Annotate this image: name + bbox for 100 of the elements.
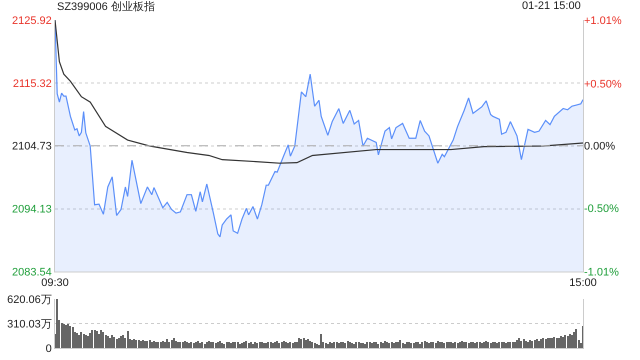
bar [516, 340, 518, 348]
bar [525, 341, 527, 348]
bar [336, 342, 338, 348]
bar [380, 342, 382, 348]
bar [221, 343, 223, 348]
bar [366, 342, 368, 348]
bar [454, 342, 456, 348]
y-tick-label: 2083.54 [12, 266, 52, 278]
bar [432, 342, 434, 348]
bar [91, 330, 93, 348]
bar [267, 342, 269, 348]
bar [314, 343, 316, 348]
bar [399, 340, 401, 348]
bar [309, 341, 311, 348]
bar [234, 342, 236, 348]
bar [215, 343, 217, 348]
bar [553, 337, 555, 348]
bar [316, 344, 318, 348]
bar [69, 326, 71, 348]
bar [270, 342, 272, 348]
bar [347, 341, 349, 348]
y-tick-label: 2094.13 [12, 204, 52, 216]
y-tick-label: 2125.92 [12, 14, 52, 27]
bar [567, 336, 569, 348]
bar [490, 343, 492, 348]
x-tick-label: 15:00 [569, 276, 597, 289]
bar [419, 344, 421, 348]
bar [237, 342, 239, 348]
bar [239, 344, 241, 348]
bar [355, 342, 357, 348]
bar [424, 341, 426, 348]
bar [353, 344, 355, 348]
bar [523, 339, 525, 348]
bar [435, 343, 437, 348]
y2-tick-label: 0.00% [584, 140, 616, 153]
bar [226, 342, 228, 348]
bar [252, 344, 254, 348]
bar [344, 343, 346, 348]
bar [116, 339, 118, 348]
bar [564, 335, 566, 348]
bar [556, 338, 558, 348]
bar [468, 343, 470, 348]
bar [80, 332, 82, 348]
bar [175, 341, 177, 348]
bar [520, 341, 522, 348]
y2-tick-label: -0.50% [584, 202, 620, 215]
bar [168, 342, 170, 348]
bar [575, 329, 577, 348]
bar [149, 340, 151, 348]
bar [138, 340, 140, 348]
bar [223, 344, 225, 348]
bar [358, 342, 360, 348]
bar [542, 338, 544, 348]
bar [531, 341, 533, 348]
y-tick-label: 2104.73 [12, 140, 52, 153]
bar [545, 339, 547, 348]
bar [298, 338, 300, 348]
chart-title: SZ399006 创业板指 [57, 0, 155, 13]
y-tick-label: 2115.32 [12, 78, 52, 90]
bar [509, 342, 511, 348]
bar [190, 342, 192, 348]
bar [179, 342, 181, 348]
bar [281, 342, 283, 348]
bar [512, 342, 514, 348]
bar [446, 342, 448, 348]
bar [135, 340, 137, 348]
bar [248, 343, 250, 348]
bar [146, 341, 148, 348]
bar [303, 338, 305, 348]
bar [113, 337, 115, 348]
bar [333, 342, 335, 348]
bar [204, 344, 206, 348]
bar [421, 342, 423, 348]
bar [56, 299, 58, 348]
bar [206, 342, 208, 348]
bar [259, 342, 261, 348]
bar [457, 343, 459, 348]
bar [443, 343, 445, 348]
bar [487, 342, 489, 348]
bar [404, 344, 406, 348]
bar [388, 343, 390, 348]
bar [501, 342, 503, 348]
line-series [55, 20, 583, 164]
bar [391, 342, 393, 348]
bar [289, 342, 291, 348]
bar [402, 343, 404, 348]
bar [256, 343, 258, 348]
bar [410, 343, 412, 348]
bar [105, 335, 107, 348]
bar [534, 340, 536, 348]
y-tick-label: 620.06万 [7, 294, 52, 306]
bar [377, 344, 379, 348]
bar [193, 343, 195, 348]
bar [325, 343, 327, 348]
bar [369, 342, 371, 348]
bar [479, 342, 481, 348]
bar [320, 334, 322, 348]
text: 01-21 15:00 [522, 0, 581, 12]
bar [171, 340, 173, 348]
bar [89, 333, 91, 348]
